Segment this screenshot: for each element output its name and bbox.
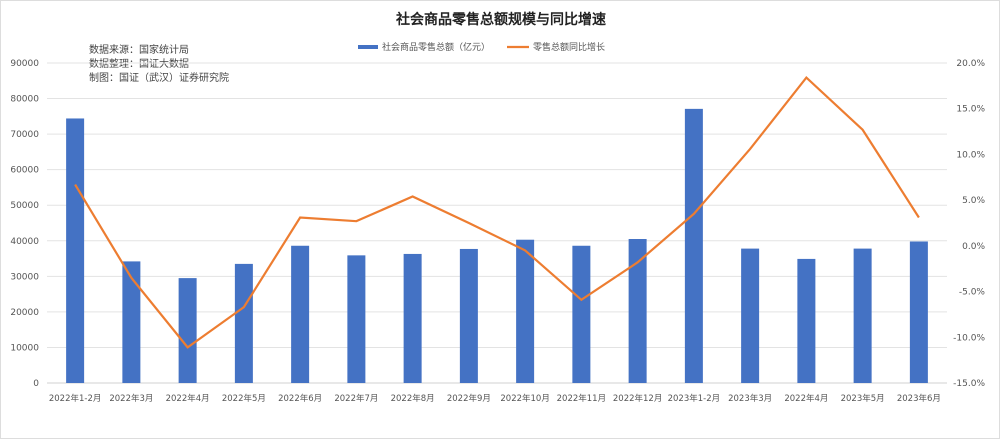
bar — [66, 118, 84, 383]
right-tick-label: 0.0% — [962, 242, 985, 252]
x-tick-label: 2023年3月 — [728, 393, 772, 404]
left-tick-label: 0 — [33, 379, 39, 389]
bar — [910, 241, 928, 383]
right-tick-label: -10.0% — [953, 333, 985, 343]
bar — [572, 246, 590, 383]
left-tick-label: 60000 — [10, 166, 39, 176]
bar — [797, 259, 815, 383]
x-tick-label: 2022年1-2月 — [49, 393, 102, 404]
x-tick-label: 2022年6月 — [278, 393, 322, 404]
x-tick-label: 2022年7月 — [334, 393, 378, 404]
left-tick-label: 20000 — [10, 308, 39, 318]
bar — [685, 109, 703, 383]
x-tick-label: 2022年11月 — [557, 393, 606, 404]
bar — [854, 249, 872, 383]
growth-line — [75, 78, 919, 348]
x-tick-label: 2022年4月 — [784, 393, 828, 404]
bar — [629, 239, 647, 383]
bar — [460, 249, 478, 383]
bar — [179, 278, 197, 383]
x-tick-label: 2023年6月 — [897, 393, 941, 404]
left-tick-label: 30000 — [10, 272, 39, 282]
bar — [291, 246, 309, 383]
left-tick-label: 50000 — [10, 201, 39, 211]
legend-bar-swatch — [358, 45, 378, 49]
right-tick-label: 15.0% — [956, 105, 985, 115]
left-tick-label: 40000 — [10, 237, 39, 247]
right-tick-label: -15.0% — [953, 379, 985, 389]
left-tick-label: 90000 — [10, 59, 39, 69]
right-tick-label: -5.0% — [959, 288, 986, 298]
right-tick-label: 20.0% — [956, 59, 985, 69]
left-tick-label: 70000 — [10, 130, 39, 140]
left-tick-label: 80000 — [10, 95, 39, 105]
right-tick-label: 5.0% — [962, 196, 985, 206]
x-tick-label: 2022年9月 — [447, 393, 491, 404]
legend-line-label: 零售总额同比增长 — [533, 41, 605, 53]
x-tick-label: 2023年5月 — [841, 393, 885, 404]
chart-title: 社会商品零售总额规模与同比增速 — [395, 11, 606, 28]
x-tick-label: 2023年1-2月 — [668, 393, 721, 404]
bar — [404, 254, 422, 383]
bar — [516, 240, 534, 383]
legend-bar-label: 社会商品零售总额（亿元） — [382, 41, 490, 53]
x-tick-label: 2022年10月 — [500, 393, 549, 404]
bar — [122, 261, 140, 383]
left-tick-label: 10000 — [10, 343, 39, 353]
x-tick-label: 2022年4月 — [166, 393, 210, 404]
x-tick-label: 2022年8月 — [391, 393, 435, 404]
bar — [741, 249, 759, 383]
bar — [235, 264, 253, 383]
bar — [347, 255, 365, 383]
right-tick-label: 10.0% — [956, 150, 985, 160]
x-tick-label: 2022年5月 — [222, 393, 266, 404]
x-tick-label: 2022年12月 — [613, 393, 662, 404]
x-tick-label: 2022年3月 — [109, 393, 153, 404]
